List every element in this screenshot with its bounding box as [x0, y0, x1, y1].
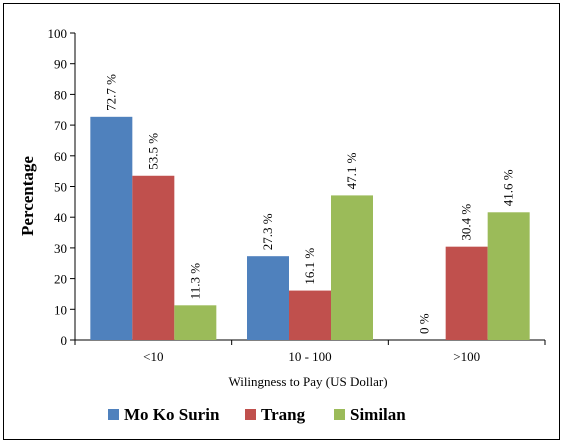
data-label: 53.5 % [145, 133, 160, 170]
data-label: 72.7 % [103, 74, 118, 111]
y-tick-label: 0 [61, 333, 68, 348]
bar [289, 290, 331, 340]
x-tick-label: 10 - 100 [288, 349, 331, 364]
bar [247, 256, 289, 340]
data-label: 30.4 % [459, 204, 474, 241]
y-tick-label: 60 [54, 149, 67, 164]
y-tick-label: 30 [54, 241, 67, 256]
legend-swatch [245, 409, 256, 420]
y-tick-label: 100 [48, 26, 68, 41]
bar [174, 305, 217, 340]
y-tick-label: 10 [54, 302, 67, 317]
chart-bars [90, 116, 530, 340]
legend-label: Similan [350, 405, 406, 424]
legend-label: Trang [261, 405, 306, 424]
y-tick-label: 70 [54, 118, 67, 133]
y-tick-label: 20 [54, 272, 67, 287]
x-tick-label: >100 [453, 349, 480, 364]
bar [445, 246, 488, 340]
x-axis-title: Wilingness to Pay (US Dollar) [228, 374, 387, 389]
data-label: 27.3 % [260, 213, 275, 250]
legend-label: Mo Ko Surin [124, 405, 220, 424]
bar [331, 195, 373, 340]
data-label: 47.1 % [344, 152, 359, 189]
y-tick-label: 40 [54, 210, 67, 225]
legend: Mo Ko Surin Trang Similan [108, 405, 406, 424]
data-label: 0 % [417, 313, 432, 334]
data-label: 16.1 % [302, 248, 317, 285]
y-tick-label: 90 [54, 57, 67, 72]
chart-data-labels: 72.7 % 53.5 % 11.3 % 27.3 % 16.1 % 47.1 % 0 % 3… [103, 74, 515, 334]
legend-swatch [108, 409, 119, 420]
data-label: 11.3 % [187, 263, 202, 300]
bar [90, 116, 133, 340]
y-axis-title: Percentage [18, 156, 37, 236]
legend-swatch [334, 409, 345, 420]
y-tick-label: 80 [54, 87, 67, 102]
y-tick-label: 50 [54, 180, 67, 195]
bar [487, 212, 530, 340]
data-label: 41.6 % [501, 169, 516, 206]
bar [132, 175, 175, 340]
x-tick-label: <10 [143, 349, 163, 364]
